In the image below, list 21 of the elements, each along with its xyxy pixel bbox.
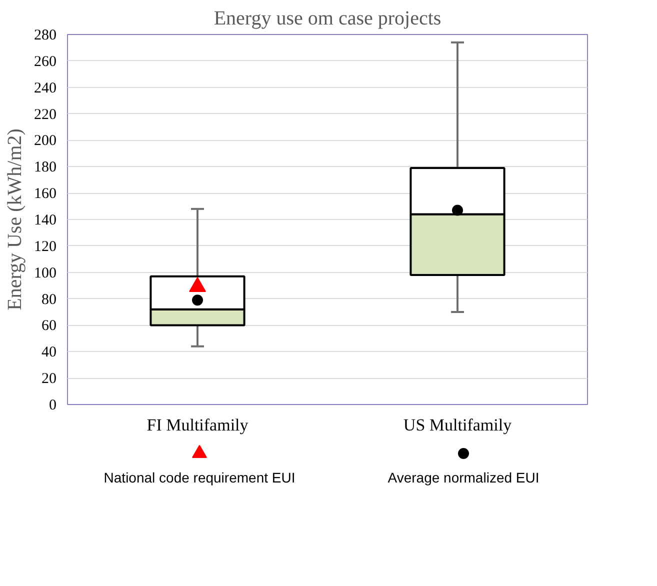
y-tick-label: 240 — [34, 80, 56, 96]
x-tick-label: FI Multifamily — [146, 416, 249, 434]
legend-label: Average normalized EUI — [388, 470, 540, 486]
y-tick-label: 100 — [34, 265, 56, 282]
y-tick-label: 260 — [34, 54, 56, 70]
chart-title: Energy use om case projects — [214, 8, 442, 30]
x-tick-label: US Multifamily — [403, 416, 512, 434]
y-tick-label: 160 — [34, 186, 56, 202]
y-tick-label: 20 — [42, 371, 56, 388]
legend-label: National code requirement EUI — [104, 470, 296, 486]
y-axis-title: Energy Use (kWh/m2) — [4, 128, 26, 310]
y-tick-label: 220 — [34, 106, 56, 123]
y-tick-label: 40 — [42, 344, 56, 361]
y-tick-label: 140 — [34, 212, 56, 228]
y-tick-label: 80 — [42, 292, 56, 308]
y-tick-label: 180 — [34, 160, 56, 176]
y-tick-label: 60 — [42, 318, 56, 334]
y-tick-label: 280 — [34, 28, 56, 44]
y-tick-label: 120 — [34, 238, 56, 255]
y-tick-label: 0 — [49, 398, 56, 414]
y-tick-label: 200 — [34, 133, 56, 150]
